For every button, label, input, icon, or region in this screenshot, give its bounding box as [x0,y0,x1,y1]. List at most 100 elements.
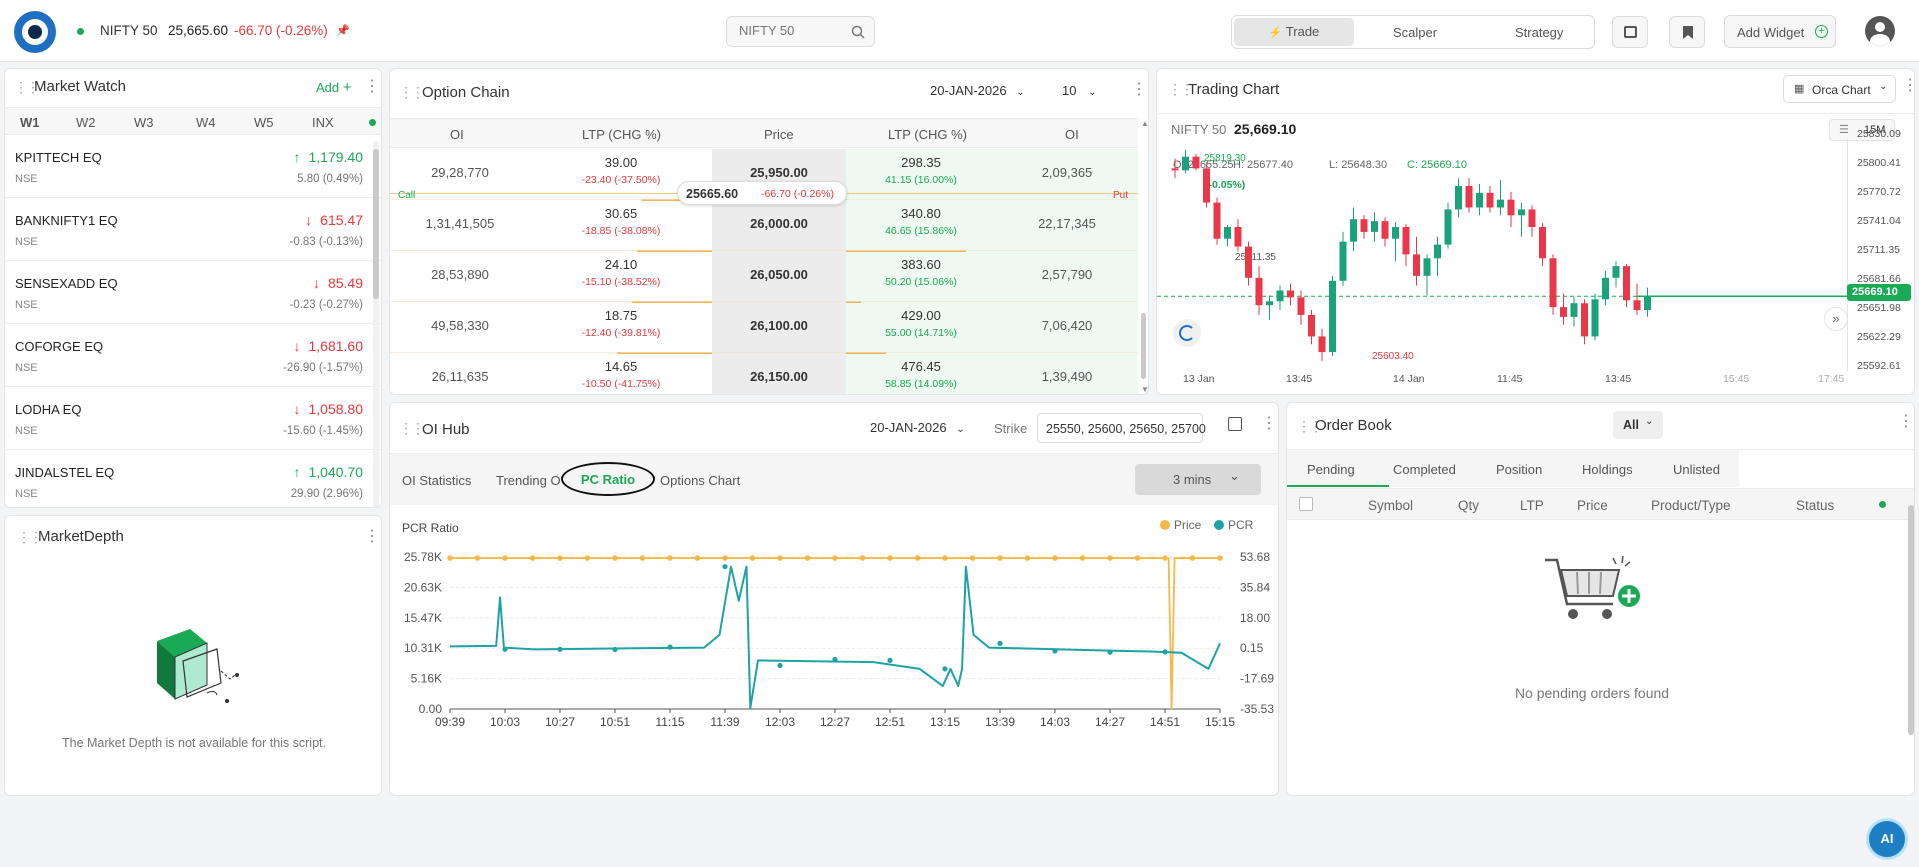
pin-icon[interactable]: 📌 [336,25,350,37]
price-point [887,555,893,561]
scrollbar[interactable] [373,141,379,507]
candle [1255,266,1263,315]
pcr-line-chart[interactable]: 25.78K 20.63K 15.47K 10.31K 5.16K 0.00 53.68 35… [390,541,1279,741]
price-point [584,555,591,561]
more-options-icon[interactable]: ⋮ [364,528,380,545]
ai-assistant-button[interactable]: AI [1866,818,1908,860]
tab-w3[interactable]: W3 [134,115,154,130]
option-chain-rows: 29,28,770 39.00 -23.40 (-37.50%) 25,950.… [390,149,1138,394]
candle [1581,299,1588,345]
tab-unlisted[interactable]: Unlisted [1673,462,1720,477]
tab-w1[interactable]: W1 [20,115,40,130]
more-options-icon[interactable]: ⋮ [364,78,380,95]
drag-handle-icon[interactable]: ⋮⋮ [17,529,43,545]
candle [1308,310,1315,345]
search-box[interactable] [726,16,875,47]
scrollbar[interactable]: ▲ ▼ [1141,119,1149,394]
tab-w4[interactable]: W4 [196,115,216,130]
interval-select[interactable]: 3 mins ⌄ [1135,464,1261,495]
order-filter-value: All [1623,418,1639,432]
drag-handle-icon[interactable]: ⋮⋮ [1168,81,1194,97]
table-row[interactable]: 28,53,890 24.10 -15.10 (-38.52%) 26,050.… [390,251,1138,303]
strike-input[interactable]: 25550, 25600, 25650, 25700 [1037,413,1206,443]
pcr-point [832,656,838,663]
table-row[interactable]: 29,28,770 39.00 -23.40 (-37.50%) 25,950.… [390,149,1138,201]
add-widget-button[interactable]: Add Widget + [1724,15,1836,48]
screenshot-button[interactable] [1612,16,1648,48]
candle [1539,223,1546,267]
refresh-chart-icon[interactable] [1173,319,1201,347]
ltp-text: 1,058.80 [308,401,364,417]
index-value: 25,665.60 [168,23,229,38]
candle [1297,290,1305,325]
more-options-icon[interactable]: ⋮ [1261,415,1277,432]
tab-position[interactable]: Position [1496,462,1543,477]
candle [1602,270,1609,306]
call-ltp: 24.10 -15.10 (-38.52%) [530,257,712,288]
tab-holdings[interactable]: Holdings [1582,462,1633,477]
table-row[interactable]: 26,11,635 14.65 -10.50 (-41.75%) 26,150.… [390,353,1138,394]
call-oi: 26,11,635 [431,369,489,384]
tab-options-chart[interactable]: Options Chart [660,473,741,488]
put-oi: 1,39,490 [1041,369,1093,384]
list-item[interactable]: BANKNIFTY1 EQ NSE ↓ 615.47 -0.83 (-0.13%) [5,198,381,261]
candle [1234,219,1242,252]
drag-handle-icon[interactable]: ⋮⋮ [399,84,425,100]
tab-completed[interactable]: Completed [1393,462,1456,477]
interval-button[interactable]: ☰ 15M [1829,119,1895,141]
chart-provider-select[interactable]: ▦ Orca Chart ⌄ [1783,75,1896,103]
tab-w2[interactable]: W2 [76,115,96,130]
oi-expiry-select[interactable]: 20-JAN-2026 ⌄ [870,420,965,435]
drag-handle-icon[interactable]: ⋮⋮ [399,420,425,436]
index-name[interactable]: NIFTY 50 [100,23,158,38]
tab-pending[interactable]: Pending [1307,462,1355,477]
bookmark-icon [1683,26,1693,39]
symbol-name: SENSEXADD EQ [15,276,118,291]
legend-price-swatch [1160,520,1170,530]
y-left-tick: 15.47K [404,611,442,625]
mode-strategy[interactable]: Strategy [1515,25,1564,40]
candlestick-chart[interactable] [1157,139,1847,371]
order-filter-select[interactable]: All ⌄ [1613,411,1663,439]
tab-pc-ratio[interactable]: PC Ratio [561,462,655,496]
ltp-value: ↓ 615.47 [305,212,363,228]
app-logo[interactable] [14,11,56,53]
expiry-select[interactable]: 20-JAN-2026 ⌄ [930,83,1025,98]
select-all-checkbox[interactable] [1299,497,1313,511]
strike-count-select[interactable]: 10 ⌄ [1062,83,1096,98]
table-row[interactable]: 49,58,330 18.75 -12.40 (-39.81%) 26,100.… [390,302,1138,354]
tab-oi-statistics[interactable]: OI Statistics [402,473,472,488]
exchange-label: NSE [15,173,38,185]
exchange-label: NSE [15,299,38,311]
add-symbol-button[interactable]: Add + [316,79,352,96]
list-item[interactable]: KPITTECH EQ NSE ↑ 1,179.40 5.80 (0.49%) [5,135,381,198]
list-item[interactable]: SENSEXADD EQ NSE ↓ 85.49 -0.23 (-0.27%) [5,261,381,324]
tab-trending-oi[interactable]: Trending OI [496,473,560,488]
tab-w5[interactable]: W5 [254,115,274,130]
drag-handle-icon[interactable]: ⋮⋮ [14,79,40,95]
status-dot [1879,501,1886,508]
more-options-icon[interactable]: ⋮ [1131,81,1147,98]
call-ltp-value: 18.75 [604,308,638,323]
candle [1633,283,1641,315]
user-avatar-icon[interactable] [1865,16,1895,46]
mode-trade[interactable]: ⚡ Trade [1234,18,1354,46]
drag-handle-icon[interactable]: ⋮⋮ [1297,418,1323,434]
bookmark-button[interactable] [1669,16,1705,48]
time-tick: 11:45 [1497,373,1523,385]
scrollbar[interactable] [1908,499,1914,771]
list-item[interactable]: COFORGE EQ NSE ↓ 1,681.60 -26.90 (-1.57%) [5,324,381,387]
more-options-icon[interactable]: ⋮ [1898,413,1914,430]
list-item[interactable]: JINDALSTEL EQ NSE ↑ 1,040.70 29.90 (2.96%… [5,450,381,507]
list-item[interactable]: LODHA EQ NSE ↓ 1,058.80 -15.60 (-1.45%) [5,387,381,450]
table-row[interactable]: 1,31,41,505 30.65 -18.85 (-38.08%) 26,00… [390,200,1138,252]
search-input[interactable] [739,23,839,38]
tab-inx[interactable]: INX [312,115,334,130]
mode-scalper[interactable]: Scalper [1393,25,1438,40]
price-point [557,555,563,561]
search-icon[interactable] [851,25,865,39]
watchlist: KPITTECH EQ NSE ↑ 1,179.40 5.80 (0.49%) BA… [5,135,381,507]
scroll-right-button[interactable]: » [1824,307,1848,331]
more-options-icon[interactable]: ⋮ [1902,75,1914,95]
expand-icon[interactable] [1228,417,1242,431]
